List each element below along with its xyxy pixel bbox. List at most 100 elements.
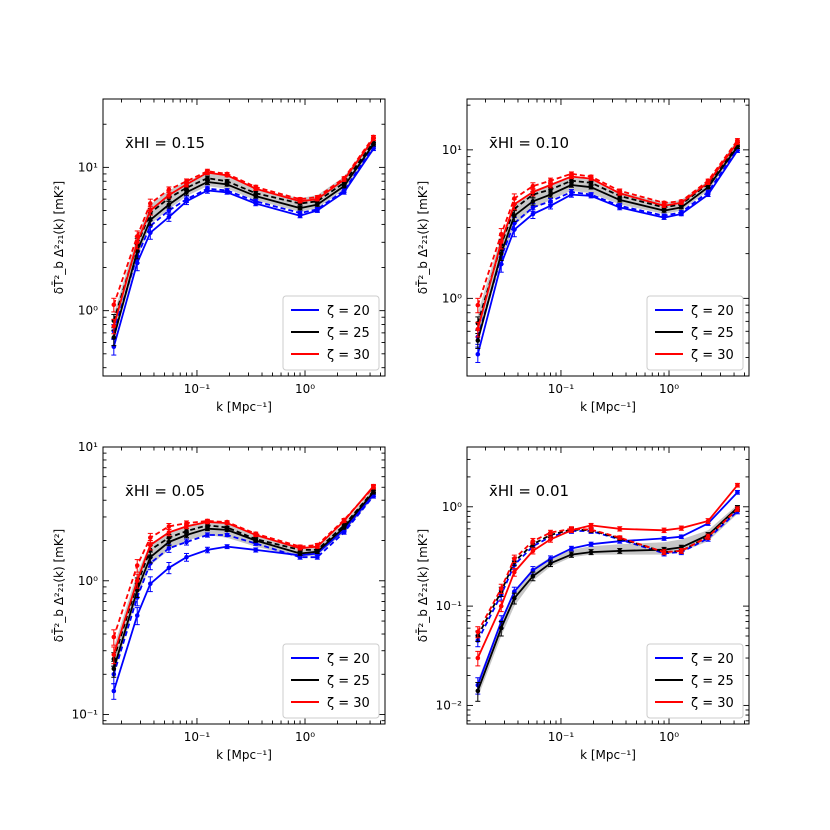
data-point [224, 178, 230, 184]
data-point [530, 199, 536, 204]
data-point [253, 184, 259, 190]
data-point [224, 519, 230, 525]
series-line [112, 138, 375, 327]
series-line [112, 148, 375, 348]
data-point [297, 210, 303, 216]
data-point [569, 189, 574, 195]
data-point [148, 208, 153, 213]
data-point [588, 184, 594, 190]
legend-label: ζ = 25 [691, 326, 734, 341]
x-axis-label: k [Mpc⁻¹] [216, 400, 272, 414]
series-30-dashed [475, 137, 740, 314]
legend-label: ζ = 30 [691, 348, 734, 363]
data-point [661, 213, 667, 219]
panel-top-left: 10⁻¹ 10⁰ 10⁰ 10¹ k [Mpc⁻¹] δT̄²_b Δ²₂₁(k) [mK… [52, 98, 386, 414]
panel-annotation: x̄HI = 0.10 [489, 134, 569, 152]
data-point [530, 538, 536, 544]
panel-top-right: 10⁻¹ 10⁰ 10⁰ 10¹ k [Mpc⁻¹] δT̄²_b Δ²₂₁(k) [mK… [416, 98, 750, 414]
data-point [371, 134, 376, 140]
data-point [134, 578, 140, 584]
data-point [111, 666, 117, 672]
y-tick-label: 10⁰ [78, 574, 98, 588]
data-point [735, 482, 740, 488]
y-tick-label: 10⁰ [442, 500, 462, 514]
data-point [111, 688, 117, 694]
data-point [588, 541, 594, 547]
data-point [315, 202, 320, 207]
panel-annotation: x̄HI = 0.01 [489, 482, 569, 500]
data-point [548, 560, 553, 566]
data-point [297, 205, 303, 211]
legend: ζ = 20 ζ = 25 ζ = 30 [646, 295, 744, 371]
data-point [679, 209, 684, 215]
legend-box [282, 295, 380, 371]
data-point [205, 547, 210, 553]
data-point [661, 549, 667, 555]
data-point [205, 168, 210, 174]
series-30-solid [111, 483, 376, 665]
data-point [617, 203, 623, 209]
series-25-solid [475, 144, 740, 349]
data-point [315, 206, 320, 212]
data-point [297, 196, 303, 202]
legend-label: ζ = 20 [691, 304, 734, 319]
data-point [224, 532, 230, 538]
data-point [253, 531, 259, 536]
data-point [134, 563, 140, 568]
data-point [617, 188, 623, 194]
data-point [341, 522, 347, 528]
legend: ζ = 20 ζ = 25 ζ = 30 [646, 643, 744, 719]
data-point [661, 200, 667, 206]
data-point [184, 554, 189, 560]
x-tick-label: 10⁰ [295, 730, 315, 744]
data-point [148, 201, 153, 206]
data-point [224, 544, 230, 549]
data-point [705, 184, 711, 190]
x-tick-label: 10⁰ [659, 382, 679, 396]
data-point [569, 182, 574, 188]
y-tick-label: 10¹ [78, 160, 98, 174]
data-point [205, 532, 210, 538]
series-line [476, 150, 739, 355]
legend-box [282, 643, 380, 719]
series-line [112, 494, 375, 692]
y-axis-label: δT̄²_b Δ²₂₁(k) [mK²] [52, 529, 66, 642]
data-point [705, 178, 711, 183]
data-point [512, 595, 517, 601]
data-point [166, 187, 172, 192]
y-tick-label: 10⁻² [436, 698, 463, 712]
legend-box [646, 643, 744, 719]
x-tick-label: 10⁻¹ [184, 382, 211, 396]
legend: ζ = 20 ζ = 25 ζ = 30 [282, 643, 380, 719]
data-point [569, 526, 574, 532]
data-point [617, 526, 623, 532]
series-line [476, 139, 739, 306]
uncertainty-band [477, 139, 738, 344]
data-point [111, 302, 117, 308]
series-line [112, 145, 375, 332]
data-point [735, 137, 740, 143]
data-point [253, 198, 259, 204]
y-axis-label: δT̄²_b Δ²₂₁(k) [mK²] [52, 181, 66, 294]
axes-frame [102, 98, 386, 377]
legend-label: ζ = 25 [691, 674, 734, 689]
data-point [661, 536, 667, 541]
data-point [166, 535, 172, 540]
data-point [166, 530, 172, 535]
data-point [224, 188, 230, 193]
legend-box [646, 295, 744, 371]
data-point [166, 192, 172, 198]
data-point [297, 544, 303, 549]
plot-area [111, 483, 376, 700]
y-axis-label: δT̄²_b Δ²₂₁(k) [mK²] [416, 529, 430, 642]
series-line [476, 484, 739, 659]
data-point [134, 613, 140, 618]
data-point [297, 551, 303, 556]
data-point [148, 554, 153, 560]
series-line [476, 148, 739, 338]
data-point [530, 205, 536, 210]
data-point [475, 338, 481, 343]
data-point [548, 199, 553, 204]
data-point [134, 234, 140, 239]
plot-area [475, 482, 740, 702]
